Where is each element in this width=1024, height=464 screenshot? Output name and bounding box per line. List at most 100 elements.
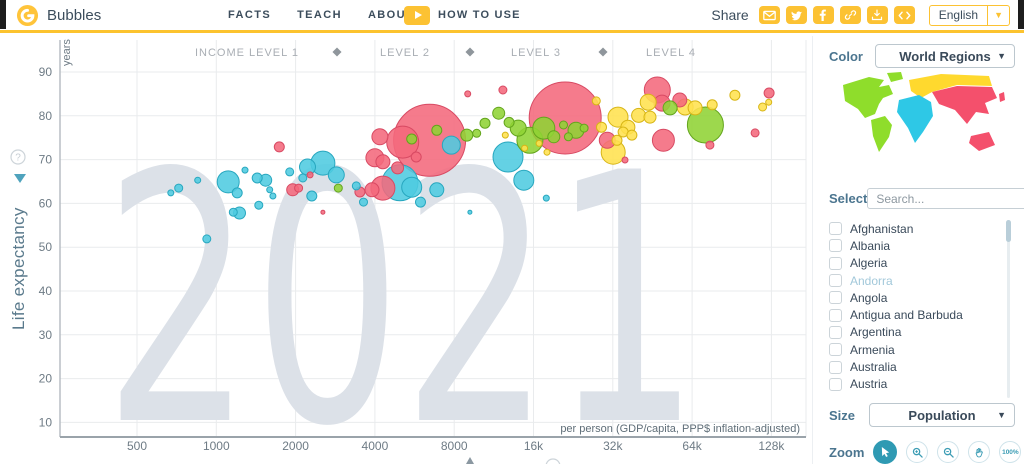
country-bubble-europe[interactable]: [706, 99, 718, 111]
nav-facts[interactable]: FACTS: [228, 9, 272, 21]
country-bubble-europe[interactable]: [626, 129, 638, 141]
country-bubble-africa[interactable]: [441, 135, 461, 155]
country-bubble-asia[interactable]: [294, 183, 304, 193]
country-bubble-americas[interactable]: [503, 116, 515, 128]
country-bubble-asia[interactable]: [306, 171, 314, 179]
country-bubble-asia[interactable]: [672, 92, 688, 108]
country-bubble-americas[interactable]: [563, 132, 573, 142]
country-bubble-europe[interactable]: [631, 107, 647, 123]
country-row-afghanistan[interactable]: Afghanistan: [829, 220, 1011, 237]
country-row-australia[interactable]: Australia: [829, 358, 1011, 375]
country-bubble-americas[interactable]: [472, 128, 482, 138]
country-bubble-africa[interactable]: [228, 207, 238, 217]
country-bubble-asia[interactable]: [750, 128, 760, 138]
country-bubble-africa[interactable]: [194, 176, 202, 184]
country-bubble-americas[interactable]: [559, 120, 568, 130]
country-bubble-europe[interactable]: [501, 131, 509, 139]
facebook-icon[interactable]: [812, 6, 834, 24]
country-bubble-asia[interactable]: [371, 128, 389, 146]
cursor-tool-button[interactable]: [873, 440, 898, 464]
country-checkbox[interactable]: [829, 274, 842, 288]
country-bubble-africa[interactable]: [251, 172, 263, 184]
country-bubble-americas[interactable]: [460, 128, 474, 142]
country-bubble-europe[interactable]: [729, 89, 741, 101]
country-bubble-africa[interactable]: [167, 189, 175, 197]
country-bubble-asia[interactable]: [410, 151, 422, 163]
country-checkbox[interactable]: [829, 239, 842, 253]
country-bubble-africa[interactable]: [202, 234, 212, 244]
world-regions-map[interactable]: [829, 70, 1011, 168]
x-axis-help-icon[interactable]: [545, 458, 561, 464]
country-bubble-africa[interactable]: [216, 170, 240, 194]
nav-about[interactable]: ABOUT: [367, 9, 415, 21]
country-bubble-africa[interactable]: [269, 192, 277, 200]
how-to-use-button[interactable]: HOW TO USE: [404, 0, 521, 30]
country-bubble-asia[interactable]: [763, 87, 775, 99]
country-bubble-asia[interactable]: [464, 90, 472, 98]
country-checkbox[interactable]: [829, 222, 842, 236]
country-bubble-asia[interactable]: [364, 182, 380, 198]
country-bubble-americas[interactable]: [479, 117, 491, 129]
country-bubble-americas[interactable]: [662, 100, 678, 116]
embed-icon[interactable]: [893, 6, 915, 24]
country-bubble-africa[interactable]: [285, 167, 295, 177]
country-bubble-africa[interactable]: [467, 209, 473, 215]
country-bubble-europe[interactable]: [687, 100, 703, 116]
nav-teach[interactable]: TEACH: [297, 9, 342, 21]
country-checkbox[interactable]: [829, 291, 842, 305]
country-bubble-africa[interactable]: [327, 166, 345, 184]
country-bubble-africa[interactable]: [231, 187, 243, 199]
country-bubble-europe[interactable]: [611, 134, 623, 146]
country-bubble-africa[interactable]: [266, 186, 274, 194]
country-row-austria[interactable]: Austria: [829, 376, 1011, 393]
country-list-scrollbar-track[interactable]: [1007, 220, 1010, 398]
country-row-albania[interactable]: Albania: [829, 237, 1011, 254]
country-bubble-europe[interactable]: [639, 93, 657, 111]
country-bubble-africa[interactable]: [415, 196, 426, 208]
country-bubble-americas[interactable]: [547, 130, 561, 144]
country-row-angola[interactable]: Angola: [829, 289, 1011, 306]
country-bubble-europe[interactable]: [521, 144, 529, 152]
country-bubble-africa[interactable]: [241, 166, 249, 174]
x-axis-dropdown-arrow[interactable]: [466, 457, 474, 464]
country-bubble-europe[interactable]: [765, 98, 773, 106]
pan-hand-button[interactable]: [968, 441, 991, 463]
download-icon[interactable]: [866, 6, 888, 24]
country-row-andorra[interactable]: Andorra: [829, 272, 1011, 289]
link-icon[interactable]: [839, 6, 861, 24]
size-dropdown[interactable]: Population ▼: [869, 403, 1015, 427]
country-bubble-africa[interactable]: [359, 197, 368, 207]
country-bubble-europe[interactable]: [758, 102, 768, 112]
country-bubble-americas[interactable]: [431, 124, 443, 136]
country-checkbox[interactable]: [829, 377, 842, 391]
country-bubble-americas[interactable]: [579, 123, 589, 133]
country-bubble-asia[interactable]: [320, 209, 326, 215]
country-bubble-africa[interactable]: [298, 173, 308, 183]
country-bubble-africa[interactable]: [306, 190, 318, 202]
country-bubble-americas[interactable]: [492, 106, 506, 120]
country-list-scrollbar-thumb[interactable]: [1006, 220, 1011, 242]
country-bubble-africa[interactable]: [513, 169, 535, 191]
country-row-algeria[interactable]: Algeria: [829, 255, 1011, 272]
zoom-in-button[interactable]: [906, 441, 929, 463]
country-checkbox[interactable]: [829, 325, 842, 339]
country-bubble-europe[interactable]: [591, 96, 601, 106]
country-bubble-africa[interactable]: [492, 141, 524, 173]
country-bubble-asia[interactable]: [273, 141, 285, 153]
country-bubble-asia[interactable]: [651, 128, 675, 152]
mail-icon[interactable]: [758, 6, 780, 24]
y-axis-title[interactable]: Life expectancy: [9, 207, 28, 330]
country-bubble-africa[interactable]: [174, 183, 184, 193]
country-bubble-africa[interactable]: [351, 181, 361, 191]
country-bubble-americas[interactable]: [406, 133, 418, 145]
twitter-icon[interactable]: [785, 6, 807, 24]
language-selector[interactable]: English ▼: [928, 4, 1010, 26]
color-dropdown[interactable]: World Regions ▼: [875, 44, 1015, 68]
country-bubble-americas[interactable]: [333, 183, 343, 193]
y-axis-dropdown-arrow[interactable]: [14, 174, 26, 183]
gapminder-logo-icon[interactable]: [16, 4, 39, 27]
country-bubble-asia[interactable]: [621, 156, 629, 164]
country-checkbox[interactable]: [829, 360, 842, 374]
country-bubble-africa[interactable]: [542, 194, 550, 202]
